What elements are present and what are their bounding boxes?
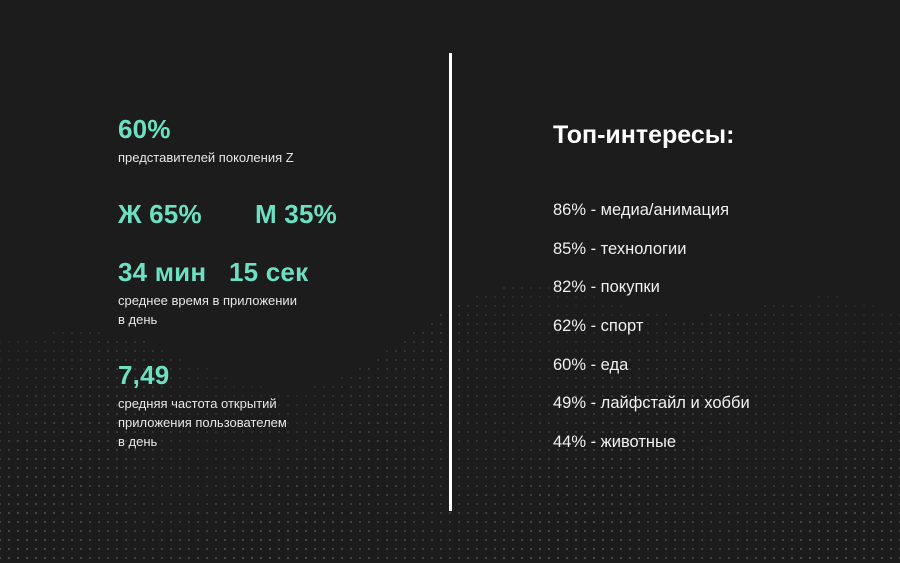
gen-z-percent: 60%	[118, 114, 171, 144]
gen-z-caption: представителей поколения Z	[118, 150, 294, 165]
interest-item: 86% - медиа/анимация	[553, 201, 730, 219]
time-seconds: 15 сек	[229, 257, 309, 287]
time-caption-line-2: в день	[118, 312, 158, 327]
vertical-divider	[449, 53, 452, 511]
frequency-caption-line-3: в день	[118, 434, 158, 449]
open-frequency-value: 7,49	[118, 360, 170, 390]
frequency-caption-line-2: приложения пользователем	[118, 415, 287, 430]
time-minutes: 34 мин	[118, 257, 207, 287]
interest-item: 85% - технологии	[553, 239, 687, 258]
top-interests-list: 86% - медиа/анимация 85% - технологии 82…	[553, 199, 750, 470]
top-interests-title: Топ-интересы:	[553, 121, 735, 149]
interest-item: 62% - спорт	[553, 317, 644, 336]
interest-item: 44% - животные	[553, 433, 677, 452]
interest-item: 60% - еда	[553, 355, 629, 374]
frequency-caption-line-1: средняя частота открытий	[118, 396, 277, 411]
male-share: М 35%	[255, 199, 337, 229]
interest-item: 49% - лайфстайл и хобби	[553, 394, 750, 413]
time-caption-line-1: среднее время в приложении	[118, 293, 297, 308]
interest-item: 82% - покупки	[553, 278, 660, 297]
female-share: Ж 65%	[118, 199, 202, 229]
